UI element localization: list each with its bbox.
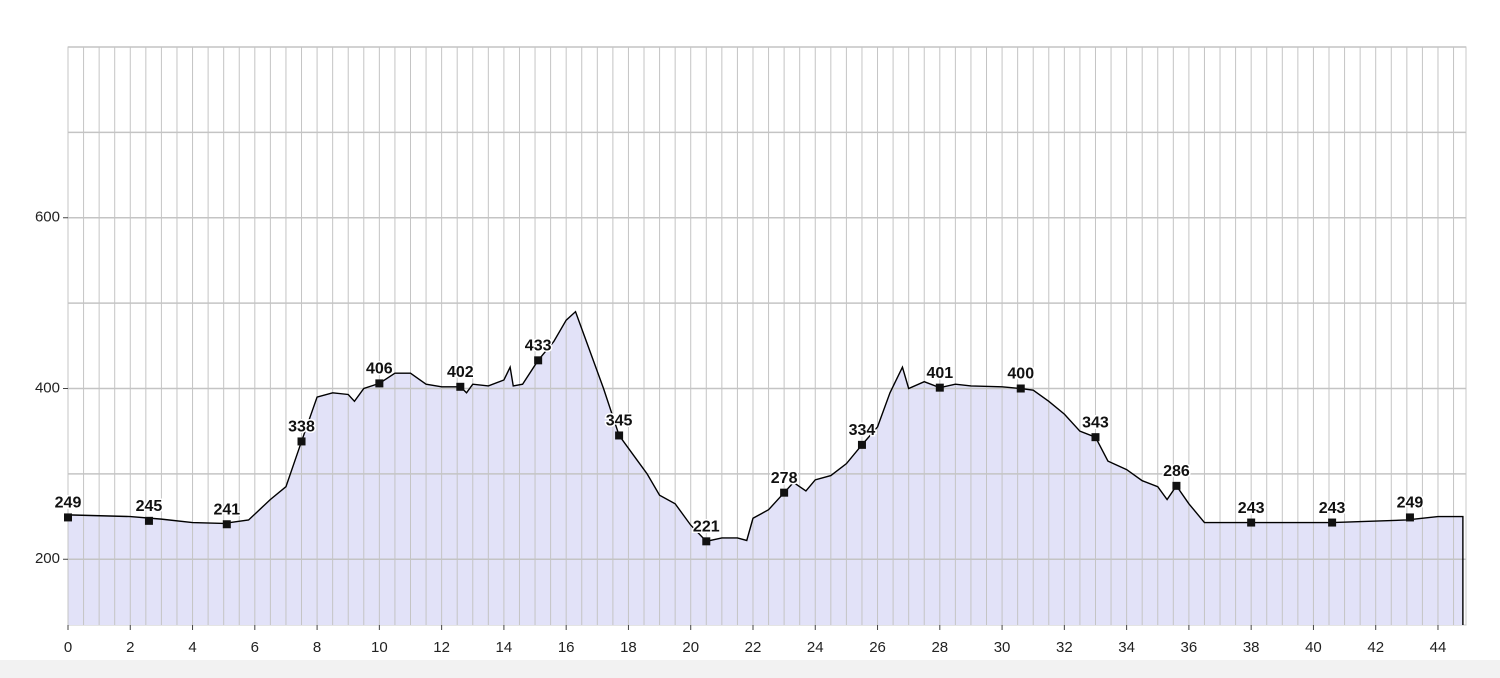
marker [64, 513, 72, 522]
marker [935, 383, 944, 392]
x-tick-label: 32 [1056, 639, 1073, 656]
x-tick-label: 26 [869, 639, 886, 656]
marker-label: 245 [136, 498, 163, 515]
x-tick-label: 18 [620, 639, 637, 656]
marker-label: 345 [606, 413, 633, 430]
marker [297, 437, 306, 446]
x-tick-label: 8 [313, 639, 321, 656]
x-tick-label: 2 [126, 639, 134, 656]
x-tick-label: 22 [745, 639, 762, 656]
marker-label: 249 [1397, 495, 1424, 512]
marker [1405, 513, 1414, 522]
x-tick-label: 12 [433, 639, 450, 656]
x-tick-label: 36 [1181, 639, 1198, 656]
marker-label: 286 [1163, 463, 1190, 480]
y-tick-label: 200 [35, 550, 60, 567]
marker [857, 440, 866, 449]
marker-label: 241 [213, 501, 240, 518]
marker-label: 243 [1238, 500, 1265, 517]
profile-line [67, 310, 1464, 625]
marker-label: 433 [525, 338, 552, 355]
x-tick-label: 20 [682, 639, 699, 656]
marker [375, 379, 384, 388]
x-tick-label: 6 [251, 639, 259, 656]
marker [1016, 384, 1025, 393]
y-tick-label: 400 [35, 379, 60, 396]
x-tick-label: 40 [1305, 639, 1322, 656]
marker [615, 431, 624, 440]
marker [222, 520, 231, 529]
y-tick-label: 600 [35, 209, 60, 226]
x-tick-label: 44 [1430, 639, 1447, 656]
marker-label: 400 [1007, 366, 1034, 383]
marker [534, 356, 543, 365]
x-tick-label: 24 [807, 639, 824, 656]
marker-label: 343 [1082, 414, 1109, 431]
footer-band [0, 660, 1500, 678]
marker [702, 537, 711, 546]
area [68, 311, 1463, 625]
x-tick-label: 4 [188, 639, 196, 656]
marker-label: 406 [366, 361, 393, 378]
x-tick-label: 16 [558, 639, 575, 656]
x-tick-label: 10 [371, 639, 388, 656]
x-tick-label: 0 [64, 639, 72, 656]
marker-label: 402 [447, 364, 474, 381]
x-tick-label: 38 [1243, 639, 1260, 656]
marker-label: 278 [771, 470, 798, 487]
marker-label: 221 [693, 519, 720, 536]
marker [780, 488, 789, 497]
x-tick-label: 28 [931, 639, 948, 656]
marker [1172, 481, 1181, 490]
x-tick-label: 34 [1118, 639, 1135, 656]
x-tick-label: 42 [1367, 639, 1384, 656]
x-tick-label: 14 [496, 639, 513, 656]
x-tick-label: 30 [994, 639, 1011, 656]
marker [1091, 433, 1100, 442]
marker-label: 401 [926, 365, 953, 382]
marker [1328, 518, 1337, 527]
marker-label: 338 [288, 419, 315, 436]
marker [456, 382, 465, 391]
marker [1247, 518, 1256, 527]
marker-label: 249 [55, 495, 82, 512]
marker-label: 334 [849, 422, 876, 439]
marker [144, 516, 153, 525]
marker-label: 243 [1319, 500, 1346, 517]
